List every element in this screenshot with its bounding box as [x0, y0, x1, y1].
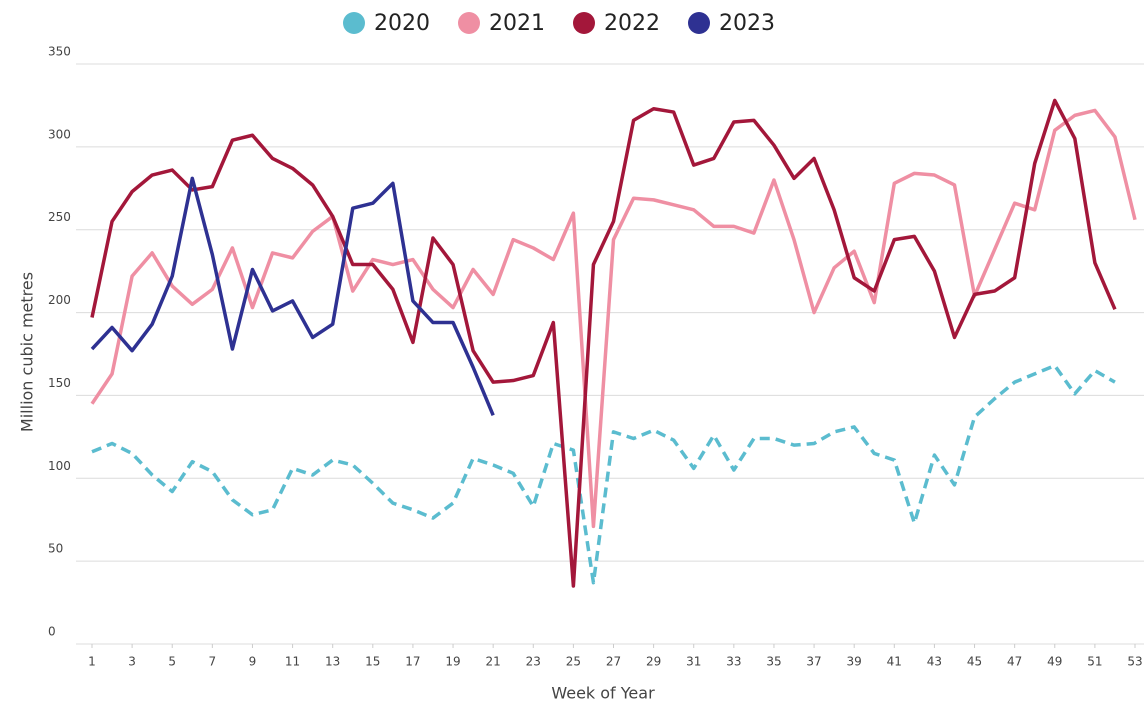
x-tick-label: 7	[209, 655, 217, 669]
x-tick-label: 43	[927, 655, 942, 669]
y-tick-label: 300	[48, 127, 71, 141]
x-tick-label: 33	[726, 655, 741, 669]
x-tick-label: 53	[1127, 655, 1142, 669]
series-line	[90, 98, 1117, 588]
x-tick-label: 39	[847, 655, 862, 669]
x-tick-label: 41	[887, 655, 902, 669]
x-tick-label: 15	[365, 655, 380, 669]
y-tick-label: 0	[48, 625, 56, 639]
series-line	[90, 108, 1137, 529]
legend-label: 2020	[374, 11, 430, 36]
y-tick-label: 200	[48, 293, 71, 307]
legend-swatch	[458, 12, 480, 34]
y-tick-label: 150	[48, 376, 71, 390]
x-tick-label: 25	[566, 655, 581, 669]
x-tick-label: 47	[1007, 655, 1022, 669]
x-tick-label: 23	[526, 655, 541, 669]
y-tick-label: 250	[48, 210, 71, 224]
legend-swatch	[573, 12, 595, 34]
series-line	[90, 176, 495, 416]
x-tick-label: 3	[128, 655, 136, 669]
x-tick-label: 45	[967, 655, 982, 669]
y-tick-label: 350	[48, 45, 71, 59]
x-tick-label: 13	[325, 655, 340, 669]
y-tick-label: 100	[48, 459, 71, 473]
x-tick-label: 11	[285, 655, 300, 669]
y-axis-label: Million cubic metres	[18, 272, 37, 432]
x-tick-label: 5	[168, 655, 176, 669]
x-tick-label: 1	[88, 655, 96, 669]
x-tick-label: 35	[766, 655, 781, 669]
x-tick-label: 19	[445, 655, 460, 669]
x-tick-label: 31	[686, 655, 701, 669]
x-tick-label: 21	[486, 655, 501, 669]
x-tick-label: 17	[405, 655, 420, 669]
x-tick-label: 51	[1087, 655, 1102, 669]
legend-swatch	[688, 12, 710, 34]
x-tick-label: 37	[806, 655, 821, 669]
legend-swatch	[343, 12, 365, 34]
x-tick-label: 49	[1047, 655, 1062, 669]
legend-label: 2023	[719, 11, 775, 36]
x-axis-label: Week of Year	[551, 684, 655, 703]
legend-label: 2022	[604, 11, 660, 36]
x-tick-label: 9	[249, 655, 257, 669]
x-tick-label: 27	[606, 655, 621, 669]
legend-label: 2021	[489, 11, 545, 36]
x-tick-label: 29	[646, 655, 661, 669]
series-line	[91, 363, 1116, 585]
y-tick-label: 50	[48, 542, 63, 556]
